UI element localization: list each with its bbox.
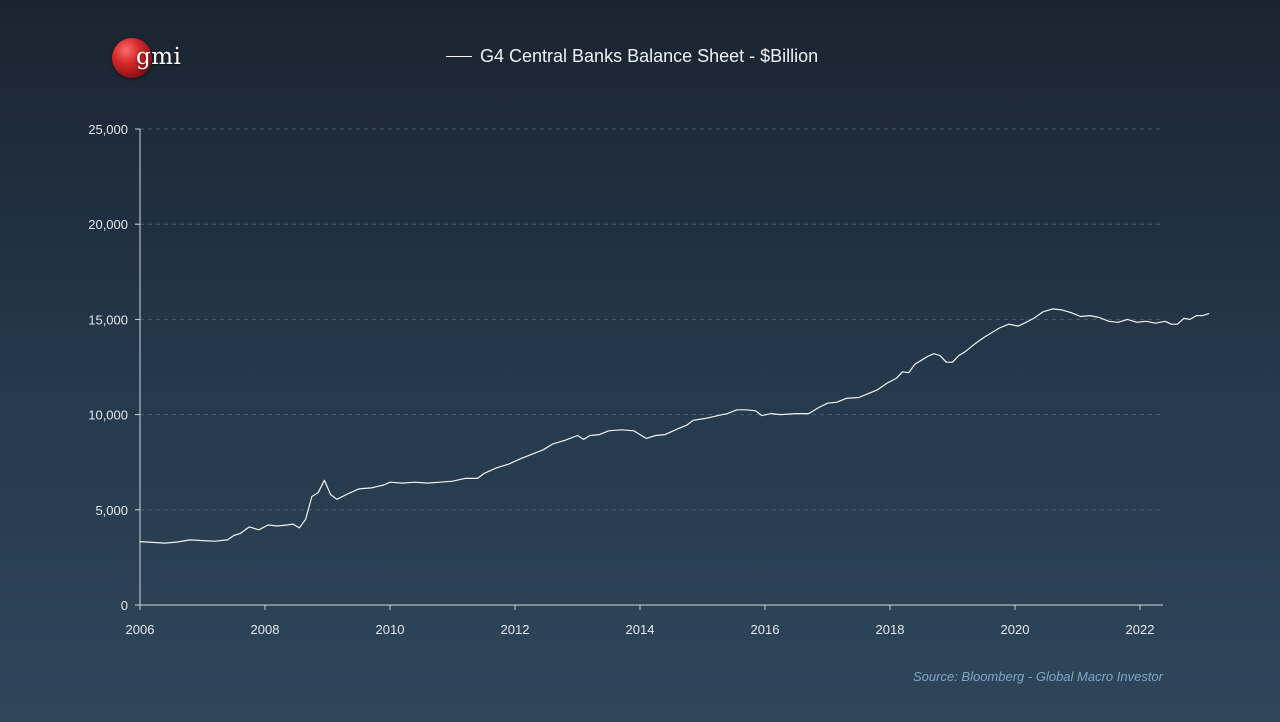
series-line bbox=[139, 308, 1210, 544]
x-tick-label: 2016 bbox=[751, 622, 780, 637]
x-tick-label: 2006 bbox=[126, 622, 155, 637]
gmi-logo: gmi bbox=[112, 36, 192, 80]
chart-legend: G4 Central Banks Balance Sheet - $Billio… bbox=[446, 44, 818, 68]
y-tick-label: 20,000 bbox=[88, 217, 128, 232]
y-tick-label: 15,000 bbox=[88, 312, 128, 327]
source-note: Source: Bloomberg - Global Macro Investo… bbox=[913, 669, 1163, 684]
globe-icon bbox=[112, 38, 152, 78]
y-tick-label: 0 bbox=[121, 598, 128, 613]
logo-text: gmi bbox=[136, 44, 182, 70]
x-tick-label: 2012 bbox=[501, 622, 530, 637]
legend-line-swatch bbox=[446, 55, 472, 57]
x-tick-label: 2010 bbox=[376, 622, 405, 637]
legend-label: G4 Central Banks Balance Sheet - $Billio… bbox=[480, 45, 819, 66]
x-tick-label: 2018 bbox=[876, 622, 905, 637]
x-tick-label: 2020 bbox=[1001, 622, 1030, 637]
y-tick-label: 10,000 bbox=[88, 408, 128, 423]
x-tick-label: 2022 bbox=[1126, 622, 1155, 637]
x-tick-label: 2014 bbox=[626, 622, 655, 637]
y-tick-label: 5,000 bbox=[95, 503, 128, 518]
y-tick-label: 25,000 bbox=[88, 122, 128, 137]
x-tick-label: 2008 bbox=[251, 622, 280, 637]
